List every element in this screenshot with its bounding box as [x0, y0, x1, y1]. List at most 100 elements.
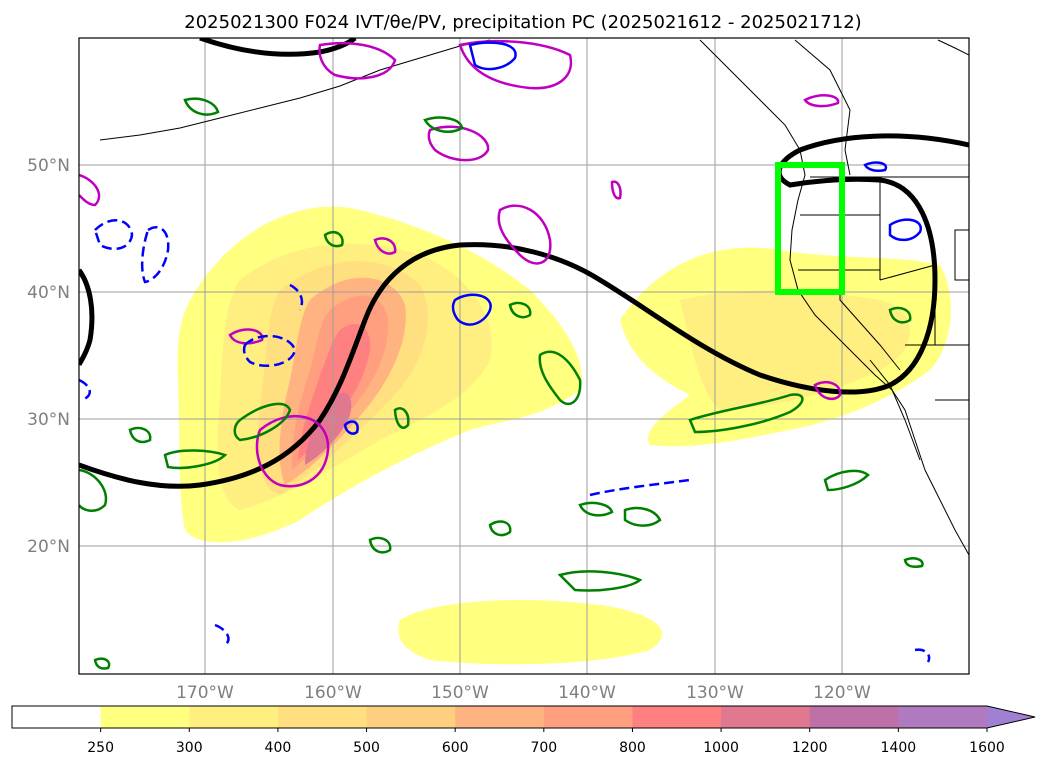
green-contour-12 — [423, 116, 464, 133]
green-contour-2 — [163, 449, 228, 470]
blue-solid-4 — [863, 161, 888, 173]
colorbar-extend-triangle — [987, 706, 1035, 728]
coastlines — [99, 39, 969, 556]
colorbar-segment — [543, 706, 633, 728]
green-contour-16 — [488, 520, 512, 537]
colorbar-segment — [721, 706, 811, 728]
baja-coastline — [869, 359, 921, 461]
pv-contour-2 — [497, 204, 552, 265]
blue-dashed-4 — [79, 378, 91, 402]
green-contour-19 — [903, 557, 924, 568]
green-contour-3 — [128, 426, 152, 444]
pv-contour-1 — [255, 414, 330, 488]
blue-solid-3 — [468, 41, 517, 71]
colorbar-segment — [809, 706, 899, 728]
pv-contour-6 — [228, 328, 264, 345]
green-contour-7 — [557, 570, 643, 592]
pv-contour-3 — [427, 125, 490, 162]
colorbar-segment — [100, 706, 190, 728]
blue-solid-2 — [888, 218, 922, 242]
green-contour-15 — [508, 301, 532, 319]
green-contour-14 — [393, 407, 410, 429]
pv-contour-5 — [318, 41, 397, 80]
pv-contours — [79, 39, 842, 488]
lat-labels: 50°N 40°N 30°N 20°N — [27, 156, 70, 557]
green-contour-13 — [323, 230, 344, 248]
colorbar-segment — [12, 706, 102, 728]
colorbar-tick-label: 250 — [87, 740, 114, 756]
colorbar-tick-label: 600 — [442, 740, 469, 756]
green-contour-11 — [183, 97, 220, 116]
green-contour-10 — [578, 501, 614, 517]
green-contour-6 — [688, 393, 804, 434]
colorbar-tick-label: 300 — [176, 740, 203, 756]
blue-solid-contours — [343, 41, 922, 435]
green-contour-1 — [233, 402, 292, 442]
colorbar-segment — [277, 706, 368, 728]
colorbar-tick-label: 1600 — [969, 740, 1005, 756]
ivt-250-region-south — [398, 600, 662, 665]
figure-title: 2025021300 F024 IVT/θe/PV, precipitation… — [184, 12, 861, 33]
pv-contour-11 — [610, 180, 622, 200]
map-frame — [78, 37, 970, 675]
blue-dashed-6 — [214, 623, 230, 647]
colorbar-tick-label: 700 — [530, 740, 557, 756]
blue-dashed-contours — [79, 219, 931, 663]
blue-dashed-1 — [242, 334, 297, 367]
colorbar-segment — [632, 706, 722, 728]
pv-contour-8 — [803, 94, 840, 108]
colorbar-tick-label: 1000 — [703, 740, 739, 756]
colorbar-segment — [189, 706, 279, 728]
lat-label-40: 40°N — [27, 283, 70, 303]
north-america-coastline — [699, 39, 969, 556]
colorbar-segment — [366, 706, 456, 728]
lon-label-130w: 130°W — [686, 683, 744, 703]
green-contour-9 — [623, 506, 662, 527]
blue-dashed-7 — [289, 283, 304, 311]
ivt-300-region-east — [680, 290, 910, 410]
colorbar-ticks: 250 300 400 500 600 700 800 1000 1200 1400 1600 — [87, 728, 1005, 756]
colorbar-tick-label: 500 — [353, 740, 380, 756]
canada-coastline — [794, 39, 851, 176]
blue-solid-1 — [451, 293, 492, 326]
green-contour-5 — [538, 350, 582, 406]
pv-contour-7 — [79, 173, 101, 207]
aleutian-coastline — [99, 39, 491, 141]
lat-label-20: 20°N — [27, 537, 70, 557]
lon-label-170w: 170°W — [176, 683, 234, 703]
colorbar-segments — [12, 706, 1035, 728]
ivt-1200-region — [304, 392, 352, 465]
region-highlight-box — [775, 162, 845, 295]
green-contour-20 — [93, 657, 111, 670]
lon-label-120w: 120°W — [813, 683, 871, 703]
colorbar-tick-label: 1200 — [792, 740, 828, 756]
colorbar-segment — [455, 706, 545, 728]
colorbar-segment — [898, 706, 988, 728]
theta-e-contour-main — [79, 133, 969, 489]
colorbar-tick-label: 1400 — [881, 740, 917, 756]
pv-contour-4 — [458, 39, 573, 90]
colorbar: 250 300 400 500 600 700 800 1000 1200 1400 1600 — [11, 705, 1036, 756]
colorbar-tick-label: 800 — [619, 740, 646, 756]
green-contours — [79, 97, 924, 670]
blue-dashed-3 — [140, 225, 170, 284]
blue-dashed-8 — [914, 648, 931, 663]
map-panel: 50°N 40°N 30°N 20°N 170°W 160°W 150°W 14… — [27, 37, 970, 703]
theta-e-contour-west — [79, 268, 95, 367]
lon-labels: 170°W 160°W 150°W 140°W 130°W 120°W — [176, 683, 871, 703]
blue-solid-5 — [343, 420, 359, 435]
green-contour-8 — [823, 469, 870, 492]
lat-label-30: 30°N — [27, 410, 70, 430]
blue-dashed-2 — [93, 219, 134, 251]
green-contour-4 — [79, 468, 108, 512]
colorbar-outline — [11, 705, 1036, 729]
colorbar-tick-label: 400 — [265, 740, 292, 756]
lon-label-140w: 140°W — [558, 683, 616, 703]
green-contour-17 — [368, 536, 392, 554]
lon-label-160w: 160°W — [304, 683, 362, 703]
northern-coast — [937, 39, 969, 56]
lat-label-50: 50°N — [27, 156, 70, 176]
green-contour-18 — [888, 306, 912, 324]
blue-dashed-5 — [589, 478, 691, 497]
